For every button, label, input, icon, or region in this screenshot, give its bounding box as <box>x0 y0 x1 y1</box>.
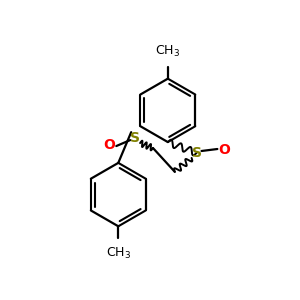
Text: CH$_3$: CH$_3$ <box>155 44 180 59</box>
Text: O: O <box>218 143 230 157</box>
Text: CH$_3$: CH$_3$ <box>106 246 131 261</box>
Text: S: S <box>192 146 202 160</box>
Text: S: S <box>130 131 140 145</box>
Text: O: O <box>103 138 115 152</box>
